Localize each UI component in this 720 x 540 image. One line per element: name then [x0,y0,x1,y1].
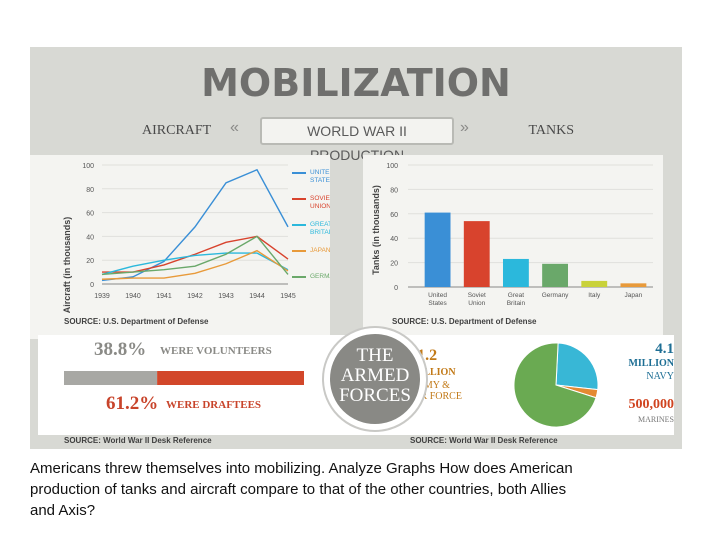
volunteers-percent: 38.8% [94,339,147,360]
production-banner: AIRCRAFT « WORLD WAR II PRODUCTION » TAN… [140,117,580,163]
volunteers-label: WERE VOLUNTEERS [160,345,272,357]
armed-forces-line-1: THE [356,345,394,366]
tanks-bar [581,280,608,287]
tanks-category-label: Italy [588,292,601,299]
aircraft-y-tick: 20 [86,258,94,265]
aircraft-y-tick: 60 [86,211,94,218]
aircraft-y-tick: 0 [90,282,94,289]
tanks-bar [502,258,529,287]
aircraft-series-line [101,168,289,282]
navy-number: 4.1 [655,341,674,357]
armed-forces-pie [513,342,599,428]
tanks-category-label: Union [468,300,485,307]
legend-entry: UNITED [310,169,330,176]
legend-entry: JAPAN [310,247,330,254]
pie-slice [513,342,597,428]
volunteers-bar [64,371,158,385]
aircraft-x-tick: 1944 [249,293,265,300]
chevron-right-icon: » [460,119,469,136]
tanks-bar [463,221,490,287]
legend-entry: UNION [310,203,330,210]
tanks-bar [620,283,647,287]
tanks-category-label: States [428,300,447,307]
legend-entry: SOVIET [310,195,330,202]
tanks-y-label: Tanks (in thousands) [371,185,381,275]
aircraft-series-line [101,249,289,280]
banner-title: WORLD WAR II PRODUCTION [260,117,454,163]
marines-figure: 500,000 MARINES [596,397,675,424]
aircraft-x-tick: 1942 [187,293,203,300]
main-title: MOBILIZATION [201,61,511,105]
aircraft-label: AIRCRAFT [142,123,212,138]
draftees-label: WERE DRAFTEES [166,399,262,411]
army-unit: MILLION [410,367,456,378]
army-label-2: AIR FORCE [410,391,462,402]
aircraft-chart-panel: Aircraft (in thousands) 0 20 40 60 80 100 1939… [30,155,344,339]
legend-entry: GREAT [310,221,330,228]
slide-caption: Americans threw themselves into mobilizi… [30,460,573,519]
tanks-source: SOURCE: U.S. Department of Defense [392,317,537,326]
aircraft-x-tick: 1943 [218,293,234,300]
tanks-bar [542,263,569,287]
pie-slice [555,342,599,391]
aircraft-y-tick: 100 [82,163,94,170]
infographic: MOBILIZATION AIRCRAFT « WORLD WAR II PRO… [30,47,682,449]
aircraft-y-label: Aircraft (in thousands) [62,217,72,314]
legend-entry: GERMANY [310,273,330,280]
service-split-bar [64,371,304,385]
legend-entry: BRITAIN [310,229,330,236]
forces-source-right: SOURCE: World War II Desk Reference [410,436,558,445]
tanks-label: TANKS [528,123,574,138]
tanks-y-tick: 80 [390,187,398,194]
draftees-bar [157,371,304,385]
draftees-percent: 61.2% [106,393,159,414]
armed-forces-line-2: ARMED [340,365,410,386]
aircraft-x-tick: 1941 [156,293,172,300]
aircraft-source: SOURCE: U.S. Department of Defense [64,317,209,326]
tanks-y-tick: 20 [390,261,398,268]
navy-figure: 4.1 MILLION NAVY [620,341,674,382]
aircraft-series-line [101,235,289,276]
tanks-y-tick: 100 [386,163,398,170]
tanks-y-tick: 60 [390,212,398,219]
chevron-left-icon: « [230,119,239,136]
armed-forces-line-3: FORCES [339,385,411,406]
navy-unit: MILLION [628,358,674,369]
aircraft-x-tick: 1945 [280,293,296,300]
armed-forces-badge: THE ARMED FORCES [324,328,426,430]
tanks-chart: Tanks (in thousands) 0 20 40 60 80 100 United… [371,163,653,307]
tanks-category-label: Soviet [468,292,486,299]
tanks-chart-panel: Tanks (in thousands) 0 20 40 60 80 100 United… [363,155,663,339]
marines-number: 500,000 [628,397,675,412]
aircraft-y-tick: 40 [86,234,94,241]
tanks-category-label: Japan [625,292,643,299]
tanks-category-label: Germany [542,292,569,299]
aircraft-x-tick: 1940 [125,293,141,300]
marines-label: MARINES [637,415,674,424]
forces-source-left: SOURCE: World War II Desk Reference [64,436,212,445]
navy-label: NAVY [646,371,674,382]
aircraft-series-line [101,252,289,276]
tanks-category-label: Britain [507,300,526,307]
army-label-1: ARMY & [410,380,450,391]
tanks-category-label: Great [508,292,524,299]
aircraft-chart: Aircraft (in thousands) 0 20 40 60 80 100 1939… [62,163,344,314]
aircraft-x-tick: 1939 [94,293,110,300]
aircraft-y-tick: 80 [86,187,94,194]
tanks-y-tick: 40 [390,236,398,243]
tanks-category-label: United [428,292,447,299]
tanks-y-tick: 0 [394,285,398,292]
tanks-bar [424,212,451,287]
